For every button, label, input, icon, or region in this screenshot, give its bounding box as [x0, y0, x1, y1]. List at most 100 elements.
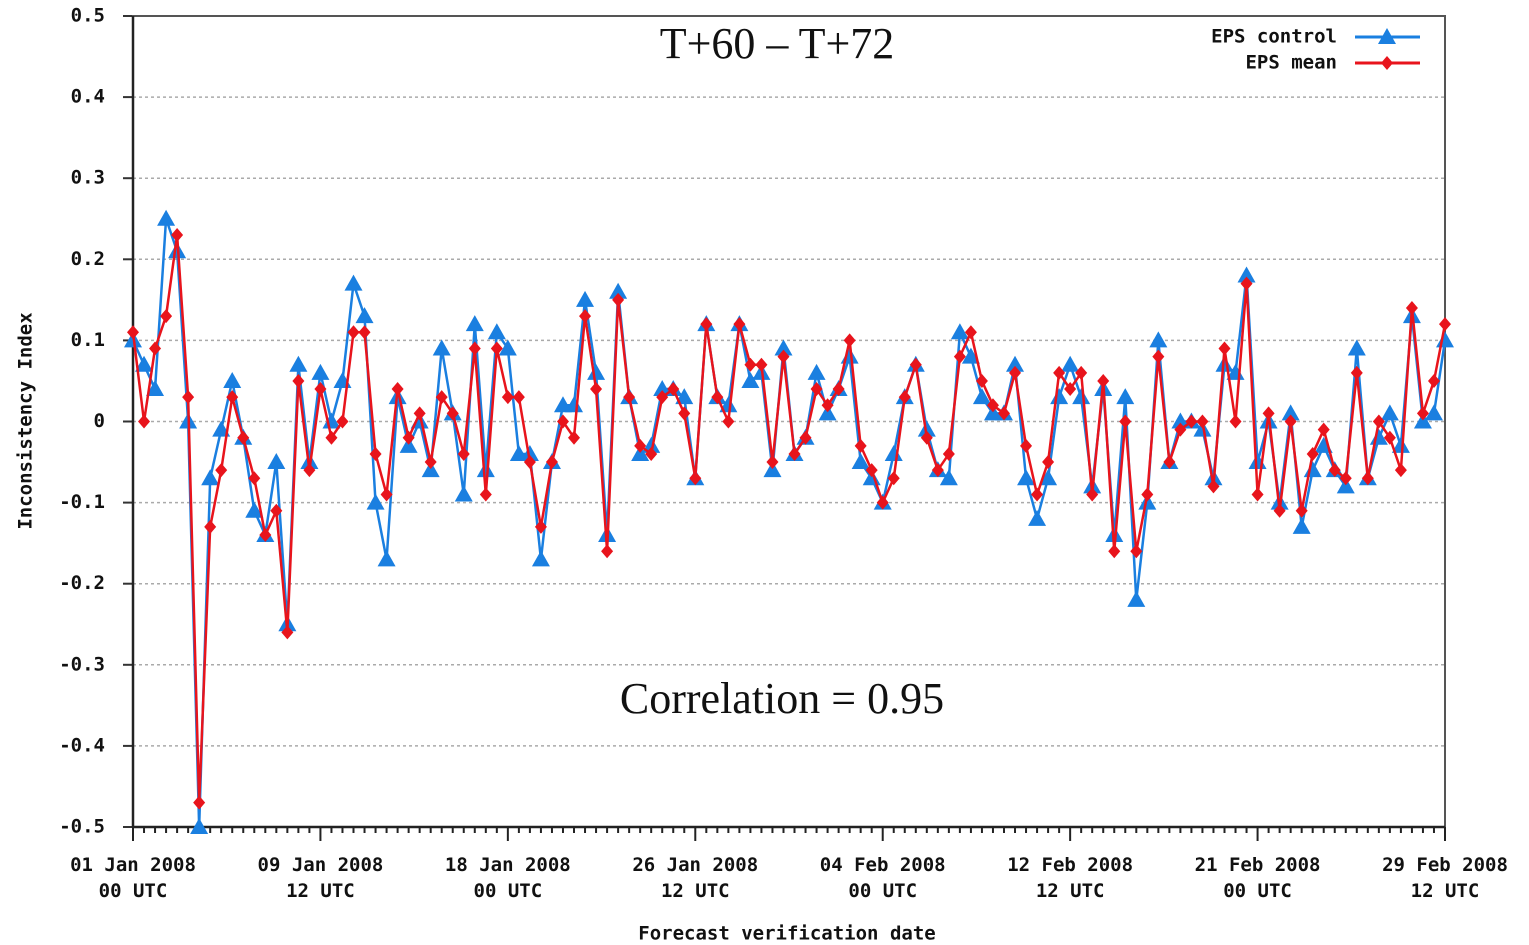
- data-point: [1028, 509, 1047, 526]
- data-point: [355, 307, 374, 324]
- data-point: [446, 406, 459, 421]
- x-tick-label: 04 Feb 2008 00 UTC: [819, 854, 946, 902]
- data-point: [1380, 404, 1399, 421]
- data-point: [733, 317, 746, 332]
- data-point: [1127, 590, 1146, 607]
- data-point: [612, 292, 625, 307]
- data-point: [1218, 341, 1231, 356]
- data-point: [1292, 517, 1311, 534]
- data-point: [223, 371, 242, 388]
- data-point: [135, 355, 154, 372]
- y-tick-label: 0: [94, 410, 105, 432]
- data-point: [1097, 373, 1110, 388]
- data-point: [523, 455, 536, 470]
- data-point: [1061, 355, 1080, 372]
- data-point: [1317, 422, 1330, 437]
- data-point: [1372, 414, 1385, 429]
- data-point: [292, 373, 305, 388]
- data-point: [347, 325, 360, 340]
- data-point: [1053, 365, 1066, 380]
- data-point: [1394, 463, 1407, 478]
- data-point: [369, 446, 382, 461]
- data-point: [479, 487, 492, 502]
- data-point: [678, 406, 691, 421]
- data-point: [832, 382, 845, 397]
- data-point: [766, 455, 779, 470]
- data-point: [741, 371, 760, 388]
- data-point: [656, 390, 669, 405]
- data-point: [854, 438, 867, 453]
- data-point: [454, 485, 473, 502]
- data-point: [520, 444, 539, 461]
- data-point: [534, 519, 547, 534]
- y-tick-label: 0.4: [71, 86, 105, 108]
- data-point: [587, 363, 606, 380]
- data-point: [1075, 365, 1088, 380]
- data-point: [799, 430, 812, 445]
- data-point: [1273, 503, 1286, 518]
- y-axis-label: Inconsistency Index: [15, 312, 37, 529]
- data-point: [700, 317, 713, 332]
- data-point: [884, 444, 903, 461]
- data-point: [818, 404, 837, 421]
- data-point: [1328, 463, 1341, 478]
- y-tick-label: -0.5: [59, 816, 105, 838]
- data-point: [568, 430, 581, 445]
- x-tick-label: 21 Feb 2008 00 UTC: [1194, 854, 1321, 902]
- data-point: [204, 519, 217, 534]
- data-point: [755, 357, 768, 372]
- data-point: [711, 390, 724, 405]
- data-point: [1039, 469, 1058, 486]
- data-point: [498, 339, 517, 356]
- data-point: [468, 341, 481, 356]
- data-point: [898, 390, 911, 405]
- data-point: [421, 461, 440, 478]
- data-point: [565, 396, 584, 413]
- data-point: [267, 453, 286, 470]
- data-point: [964, 325, 977, 340]
- data-point: [997, 406, 1010, 421]
- data-point: [358, 325, 371, 340]
- y-tick-label: 0.3: [71, 167, 105, 189]
- data-point: [1416, 406, 1429, 421]
- data-point: [215, 463, 228, 478]
- data-point: [1281, 404, 1300, 421]
- y-tick-label: -0.4: [59, 734, 105, 756]
- x-axis-label: Forecast verification date: [638, 923, 935, 945]
- data-point: [810, 382, 823, 397]
- data-point: [843, 333, 856, 348]
- data-point: [1251, 487, 1264, 502]
- data-point: [631, 444, 650, 461]
- data-point: [788, 446, 801, 461]
- data-point: [259, 528, 272, 543]
- data-point: [1350, 365, 1363, 380]
- data-point: [1361, 471, 1374, 486]
- data-point: [424, 455, 437, 470]
- data-point: [402, 430, 415, 445]
- x-tick-label: 12 Feb 2008 12 UTC: [1007, 854, 1134, 902]
- data-point: [303, 463, 316, 478]
- annotation: Correlation = 0.95: [620, 674, 944, 723]
- data-point: [1413, 412, 1432, 429]
- data-point: [1229, 414, 1242, 429]
- data-point: [545, 455, 558, 470]
- y-tick-label: 0.1: [71, 329, 105, 351]
- data-point: [193, 795, 206, 810]
- data-point: [127, 325, 139, 340]
- data-point: [399, 436, 418, 453]
- data-point: [609, 282, 628, 299]
- data-point: [1050, 388, 1069, 405]
- data-point: [774, 339, 793, 356]
- data-point: [667, 382, 680, 397]
- data-point: [157, 209, 176, 226]
- data-point: [182, 390, 195, 405]
- data-point: [1347, 339, 1366, 356]
- data-point: [237, 430, 250, 445]
- data-point: [1284, 414, 1297, 429]
- data-point: [1207, 479, 1220, 494]
- data-point: [171, 227, 184, 242]
- data-point: [953, 349, 966, 364]
- data-point: [1336, 477, 1355, 494]
